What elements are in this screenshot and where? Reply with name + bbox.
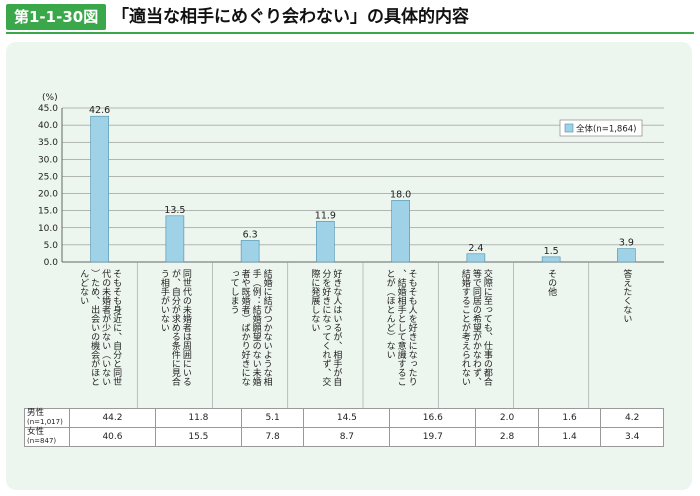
table-cell: 40.6	[69, 427, 156, 447]
bar	[466, 253, 486, 263]
table-cell: 2.0	[475, 408, 539, 428]
category-label: 者や既婚者）ばかり好きにな	[240, 269, 251, 386]
category-label: 結婚に結びつかないような相	[262, 268, 273, 387]
legend-box	[559, 119, 643, 137]
table-cell: 7.8	[240, 427, 305, 447]
bar	[90, 115, 109, 263]
y-tick-label: 30.0	[38, 155, 58, 165]
figure-number: 第1-1-30図	[6, 4, 107, 30]
bar-value-label: 6.3	[243, 229, 258, 240]
bar-value-label: 1.5	[544, 246, 559, 257]
y-tick-label: 45.0	[38, 104, 58, 114]
category-label: その他	[546, 269, 557, 297]
bar-value-label: 18.0	[390, 189, 411, 200]
y-tick-label: 25.0	[38, 172, 58, 182]
category-label: 同世代の未婚者は周囲にいる	[181, 269, 192, 386]
category-label: 手（例：結婚願望のない未婚	[251, 268, 262, 387]
table-cell: 44.2	[69, 408, 156, 428]
category-label: 際に発展しない	[309, 268, 320, 332]
category-label: ってしまう	[229, 269, 240, 314]
row-group-label: 女性	[27, 427, 45, 437]
category-label: そもそも身近に、自分と同世	[111, 269, 122, 386]
bar-value-label: 13.5	[164, 205, 185, 216]
y-tick-label: 10.0	[38, 224, 58, 234]
y-tick-label: 15.0	[38, 207, 58, 217]
bar	[617, 248, 636, 263]
bar-value-label: 2.4	[468, 243, 483, 254]
category-label: 交際に至っても、仕事の都合	[482, 268, 493, 387]
category-label: 答えたくない	[621, 268, 632, 323]
table-cell: 19.7	[389, 427, 477, 447]
bar	[316, 220, 335, 263]
y-tick-label: 0.0	[44, 258, 59, 268]
table-cell: 4.2	[600, 408, 664, 428]
category-label: う相手がいない	[159, 269, 170, 332]
category-label: 結婚することが考えられない	[460, 268, 471, 386]
table-cell: 3.4	[600, 427, 664, 447]
y-tick-label: 40.0	[38, 121, 58, 131]
table-row-header: 男性 (n=1,017)	[24, 408, 70, 428]
bar-value-label: 11.9	[315, 210, 336, 221]
row-sample-size: (n=847)	[27, 437, 57, 445]
table-cell: 15.5	[154, 427, 242, 447]
category-label: 、結婚相手として意識するこ	[396, 269, 407, 386]
table-row: 男性 (n=1,017) 44.2 11.8 5.1 14.5 16.6 2.0 1.6 4.2	[24, 408, 664, 428]
y-axis-unit: (%)	[42, 93, 58, 103]
y-tick-label: 35.0	[38, 138, 58, 148]
category-label: 好きな人はいるが、相手が自	[331, 268, 342, 387]
bar	[391, 200, 410, 263]
row-sample-size: (n=1,017)	[27, 418, 63, 426]
bar-value-label: 42.6	[89, 105, 110, 116]
category-label: そもそも人を好きになったり	[407, 269, 418, 386]
y-tick-label: 20.0	[38, 190, 58, 200]
category-label: んどない	[78, 269, 89, 305]
category-label: とが（ほとんど）ない	[385, 269, 396, 359]
table-cell: 14.5	[303, 408, 391, 428]
figure-title: 「適当な相手にめぐり会わない」の具体的内容	[112, 7, 469, 27]
table-cell: 16.6	[389, 408, 477, 428]
table-row: 女性 (n=847) 40.6 15.5 7.8 8.7 19.7 2.8 1.4 3.4	[24, 427, 664, 447]
table-row-header: 女性 (n=847)	[24, 427, 70, 447]
table-cell: 8.7	[303, 427, 391, 447]
category-label: が、自分が求める条件に見合	[170, 268, 181, 387]
category-label: 分を好きになってくれず、交	[320, 269, 331, 387]
y-tick-label: 5.0	[44, 241, 59, 251]
table-cell: 1.4	[537, 427, 602, 447]
category-label: 代の未婚者が少ない（いない	[100, 269, 111, 386]
row-group-label: 男性	[27, 408, 45, 418]
bar	[165, 215, 185, 263]
table-cell: 2.8	[475, 427, 539, 447]
header-rule	[6, 32, 694, 34]
table-cell: 1.6	[537, 408, 602, 428]
category-label: 等で同居の希望がかなわず、	[471, 268, 482, 386]
table-cell: 11.8	[154, 408, 242, 428]
table-cell: 5.1	[240, 408, 305, 428]
category-label: ）ため、出会いの機会がほと	[89, 269, 100, 386]
legend-label: 全体(n=1,864)	[576, 124, 636, 135]
bar	[240, 240, 260, 263]
bar-value-label: 3.9	[619, 238, 634, 249]
figure-header: 第1-1-30図 「適当な相手にめぐり会わない」の具体的内容	[0, 0, 700, 34]
bar	[541, 256, 561, 263]
legend-swatch	[564, 123, 574, 133]
breakdown-table: 男性 (n=1,017) 44.2 11.8 5.1 14.5 16.6 2.0 1.6 4.2 女…	[24, 408, 664, 447]
